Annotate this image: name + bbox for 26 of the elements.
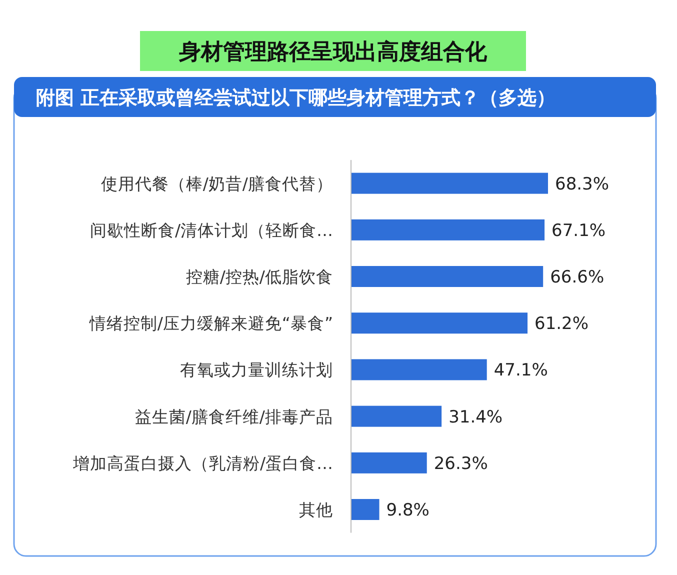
data-label: 26.3% — [434, 454, 488, 474]
bar — [351, 452, 427, 474]
bar — [351, 499, 380, 520]
bar — [351, 359, 487, 380]
data-label: 61.2% — [534, 314, 589, 334]
y-tick-label: 其他 — [299, 500, 333, 520]
y-tick-label: 控糖/控热/低脂饮食 — [186, 268, 333, 286]
y-tick-label: 益生菌/膳食纤维/排毒产品 — [134, 407, 333, 426]
y-tick-label: 有氧或力量训练计划 — [180, 360, 333, 380]
bar — [351, 406, 442, 427]
chart-subtitle: 附图 正在采取或曾经尝试过以下哪些身材管理方式？（多选） — [36, 87, 556, 109]
bar — [351, 312, 528, 334]
data-label: 67.1% — [552, 220, 606, 241]
chart-title: 身材管理路径呈现出高度组合化 — [178, 39, 488, 65]
y-tick-label: 使用代餐（棒/奶昔/膳食代替） — [100, 174, 333, 194]
bar — [351, 266, 544, 287]
data-label: 31.4% — [448, 407, 503, 428]
data-label: 68.3% — [555, 174, 610, 194]
y-tick-label: 情绪控制/压力缓解来避免“暴食” — [88, 314, 333, 334]
data-label: 66.6% — [550, 268, 604, 288]
y-tick-label: 增加高蛋白摄入（乳清粉/蛋白食… — [72, 454, 333, 473]
bar — [351, 172, 548, 194]
y-tick-label: 间歇性断食/清体计划（轻断食… — [90, 220, 333, 240]
bar — [351, 219, 545, 240]
data-label: 9.8% — [386, 500, 430, 520]
data-label: 47.1% — [494, 360, 548, 381]
